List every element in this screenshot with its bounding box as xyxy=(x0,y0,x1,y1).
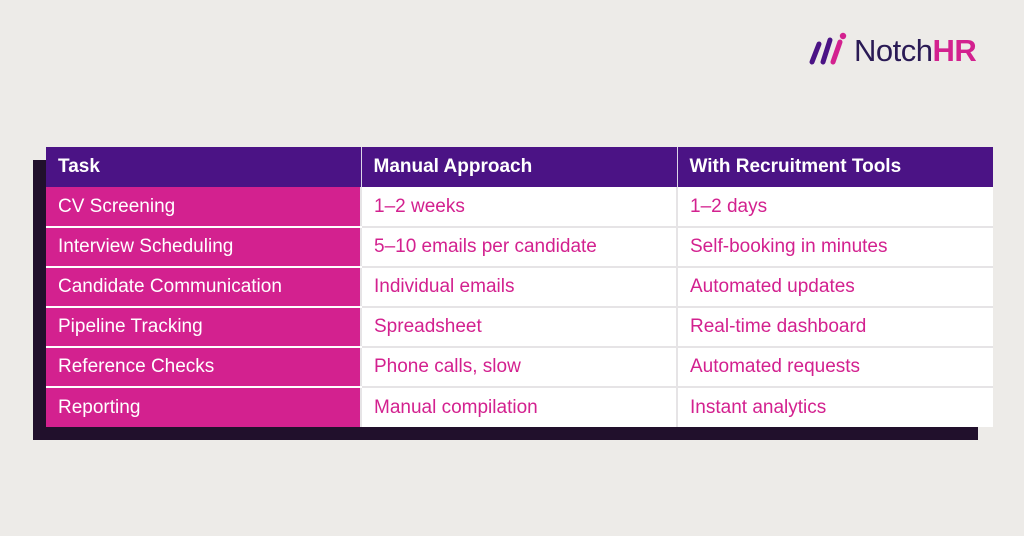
task-cell: Reporting xyxy=(46,387,361,427)
task-cell: CV Screening xyxy=(46,187,361,228)
tools-cell: Self-booking in minutes xyxy=(676,227,993,268)
tools-cell: Automated requests xyxy=(676,347,993,388)
header-task: Task xyxy=(46,147,362,187)
tools-cell: 1–2 days xyxy=(676,187,993,228)
task-cell: Reference Checks xyxy=(46,347,361,388)
table-header-row: Task Manual Approach With Recruitment To… xyxy=(46,147,993,187)
table-row: Reporting Manual compilation Instant ana… xyxy=(46,387,993,427)
task-cell: Candidate Communication xyxy=(46,267,361,308)
notchhr-logo-mark-icon xyxy=(809,32,847,65)
tools-cell: Real-time dashboard xyxy=(676,307,993,348)
manual-cell: 5–10 emails per candidate xyxy=(360,227,677,268)
table-row: Reference Checks Phone calls, slow Autom… xyxy=(46,347,993,388)
task-cell: Pipeline Tracking xyxy=(46,307,361,348)
brand-logo: NotchHR xyxy=(808,30,977,70)
tools-cell: Automated updates xyxy=(676,267,993,308)
manual-cell: 1–2 weeks xyxy=(360,187,677,228)
brand-name-prefix: Notch xyxy=(854,32,933,68)
table-row: CV Screening 1–2 weeks 1–2 days xyxy=(46,187,993,228)
tools-cell: Instant analytics xyxy=(676,387,993,427)
table-row: Pipeline Tracking Spreadsheet Real-time … xyxy=(46,307,993,348)
brand-name: NotchHR xyxy=(854,32,977,68)
comparison-table: Task Manual Approach With Recruitment To… xyxy=(46,147,993,427)
header-manual-approach: Manual Approach xyxy=(361,147,678,187)
header-with-recruitment-tools: With Recruitment Tools xyxy=(677,147,993,187)
table-row: Candidate Communication Individual email… xyxy=(46,267,993,308)
manual-cell: Phone calls, slow xyxy=(360,347,677,388)
task-cell: Interview Scheduling xyxy=(46,227,361,268)
brand-name-suffix: HR xyxy=(932,32,977,68)
manual-cell: Manual compilation xyxy=(360,387,677,427)
manual-cell: Individual emails xyxy=(360,267,677,308)
manual-cell: Spreadsheet xyxy=(360,307,677,348)
table-row: Interview Scheduling 5–10 emails per can… xyxy=(46,227,993,268)
